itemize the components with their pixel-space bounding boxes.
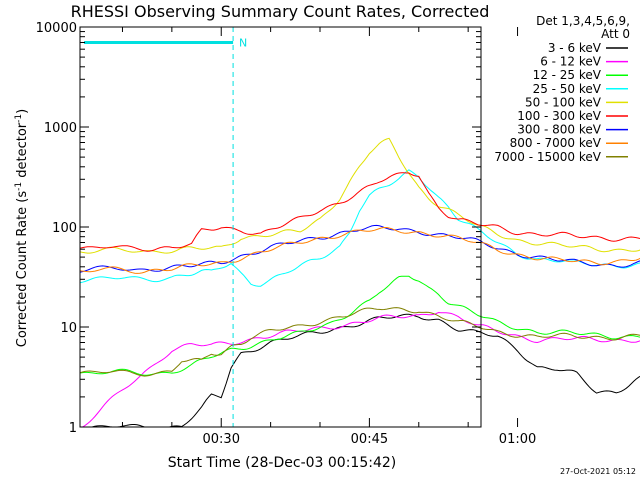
legend-label-3: 25 - 50 keV xyxy=(533,82,602,96)
footer-timestamp: 27-Oct-2021 05:12 xyxy=(560,467,636,476)
legend-header-1: Det 1,3,4,5,6,9, xyxy=(536,14,630,28)
plot-lines xyxy=(79,137,640,428)
series-line-5 xyxy=(79,172,640,252)
y-axis-label-exponent-1: -1 xyxy=(14,182,24,191)
series-line-1 xyxy=(80,311,640,428)
series-line-7 xyxy=(79,227,640,274)
x-tick-label-0: 00:30 xyxy=(203,432,240,447)
legend-label-0: 3 - 6 keV xyxy=(548,41,602,55)
series-line-2 xyxy=(79,275,640,376)
x-axis-label: Start Time (28-Dec-03 00:15:42) xyxy=(168,455,396,471)
x-tick-label-1: 00:45 xyxy=(351,432,388,447)
y-axis-label-middle: detector xyxy=(15,122,30,182)
plot-markers: NF xyxy=(84,27,247,427)
legend-header-2: Att 0 xyxy=(601,27,630,41)
series-line-0 xyxy=(80,313,640,428)
legend-label-7: 800 - 7000 keV xyxy=(510,136,602,150)
legend-label-2: 12 - 25 keV xyxy=(533,68,602,82)
legend-label-6: 300 - 800 keV xyxy=(517,123,601,137)
legend-label-4: 50 - 100 keV xyxy=(525,95,602,109)
night-marker-label: N xyxy=(239,36,247,49)
legend-label-8: 7000 - 15000 keV xyxy=(494,150,601,164)
y-tick-label-2: 100 xyxy=(52,221,77,236)
y-tick-label-3: 1000 xyxy=(44,121,77,136)
y-axis: 1 10 100 1000 10000 xyxy=(36,21,481,436)
legend-label-5: 100 - 300 keV xyxy=(517,109,601,123)
y-axis-label: Corrected Count Rate (s-1 detector-1) xyxy=(14,109,30,347)
y-tick-label-0: 1 xyxy=(69,421,77,436)
series-line-4 xyxy=(79,137,640,254)
legend-label-1: 6 - 12 keV xyxy=(540,55,602,69)
y-tick-label-1: 10 xyxy=(60,321,77,336)
chart-title: RHESSI Observing Summary Count Rates, Co… xyxy=(71,2,490,21)
y-axis-label-end: ) xyxy=(15,109,30,114)
y-axis-label-main: Corrected Count Rate (s xyxy=(15,191,30,348)
series-line-8 xyxy=(79,307,640,377)
x-tick-label-2: 01:00 xyxy=(499,432,536,447)
y-tick-label-4: 10000 xyxy=(36,21,77,36)
series-line-3 xyxy=(79,169,640,287)
series-line-6 xyxy=(79,224,640,273)
y-axis-label-exponent-2: -1 xyxy=(14,114,24,123)
